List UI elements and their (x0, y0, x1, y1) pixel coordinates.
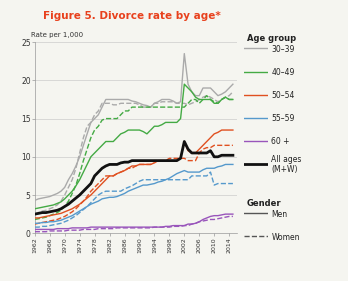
Text: Women: Women (271, 233, 300, 242)
Text: Rate per 1,000: Rate per 1,000 (31, 32, 83, 38)
Text: 60 +: 60 + (271, 137, 290, 146)
Text: Gender: Gender (247, 199, 282, 208)
Text: 30–39: 30–39 (271, 45, 295, 54)
Text: 40–49: 40–49 (271, 68, 295, 77)
Text: All ages
(M+W): All ages (M+W) (271, 155, 302, 174)
Text: 55–59: 55–59 (271, 114, 295, 123)
Text: Age group: Age group (247, 34, 296, 43)
Text: 50–54: 50–54 (271, 91, 295, 100)
Text: Figure 5. Divorce rate by age*: Figure 5. Divorce rate by age* (44, 11, 221, 21)
Text: Men: Men (271, 210, 287, 219)
